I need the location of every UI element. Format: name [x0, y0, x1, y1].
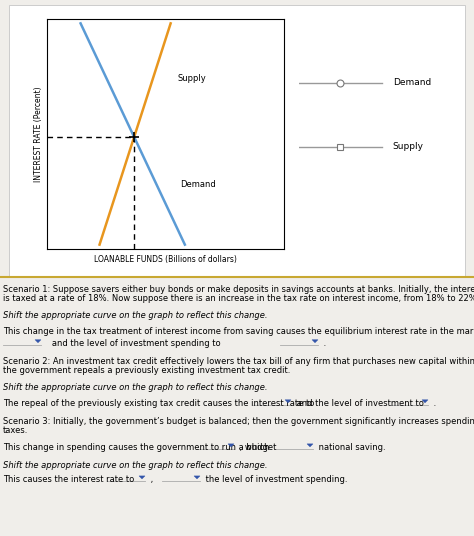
- Polygon shape: [139, 476, 145, 479]
- Polygon shape: [307, 444, 313, 447]
- Text: taxes.: taxes.: [3, 426, 28, 435]
- Text: the level of investment spending.: the level of investment spending.: [203, 475, 347, 484]
- Text: Shift the appropriate curve on the graph to reflect this change.: Shift the appropriate curve on the graph…: [3, 311, 267, 319]
- Text: The repeal of the previously existing tax credit causes the interest rate to: The repeal of the previously existing ta…: [3, 399, 314, 408]
- Text: Supply: Supply: [392, 143, 424, 151]
- Polygon shape: [228, 444, 234, 447]
- Polygon shape: [422, 400, 428, 403]
- Y-axis label: INTEREST RATE (Percent): INTEREST RATE (Percent): [34, 86, 43, 182]
- Text: Scenario 1: Suppose savers either buy bonds or make deposits in savings accounts: Scenario 1: Suppose savers either buy bo…: [3, 285, 474, 294]
- Polygon shape: [35, 340, 41, 343]
- Text: .: .: [321, 339, 326, 348]
- Text: Supply: Supply: [178, 74, 207, 83]
- Text: Demand: Demand: [180, 180, 216, 189]
- Text: is taxed at a rate of 18%. Now suppose there is an increase in the tax rate on i: is taxed at a rate of 18%. Now suppose t…: [3, 294, 474, 303]
- Text: the government repeals a previously existing investment tax credit.: the government repeals a previously exis…: [3, 366, 291, 375]
- X-axis label: LOANABLE FUNDS (Billions of dollars): LOANABLE FUNDS (Billions of dollars): [94, 255, 237, 264]
- Polygon shape: [194, 476, 200, 479]
- Text: Shift the appropriate curve on the graph to reflect this change.: Shift the appropriate curve on the graph…: [3, 461, 267, 470]
- Text: Scenario 3: Initially, the government’s budget is balanced; then the government : Scenario 3: Initially, the government’s …: [3, 417, 474, 426]
- Text: .: .: [431, 399, 436, 408]
- Text: This change in spending causes the government to run a budget: This change in spending causes the gover…: [3, 443, 276, 452]
- Text: Shift the appropriate curve on the graph to reflect this change.: Shift the appropriate curve on the graph…: [3, 383, 267, 392]
- Text: Scenario 2: An investment tax credit effectively lowers the tax bill of any firm: Scenario 2: An investment tax credit eff…: [3, 357, 474, 366]
- Text: , which: , which: [237, 443, 270, 452]
- Text: ,: ,: [148, 475, 153, 484]
- Text: national saving.: national saving.: [316, 443, 386, 452]
- Polygon shape: [285, 400, 291, 403]
- Text: This change in the tax treatment of interest income from saving causes the equil: This change in the tax treatment of inte…: [3, 327, 474, 336]
- Polygon shape: [312, 340, 318, 343]
- Text: Demand: Demand: [392, 78, 431, 87]
- Text: This causes the interest rate to: This causes the interest rate to: [3, 475, 134, 484]
- Text: and the level of investment spending to: and the level of investment spending to: [44, 339, 220, 348]
- Text: and the level of investment to: and the level of investment to: [294, 399, 424, 408]
